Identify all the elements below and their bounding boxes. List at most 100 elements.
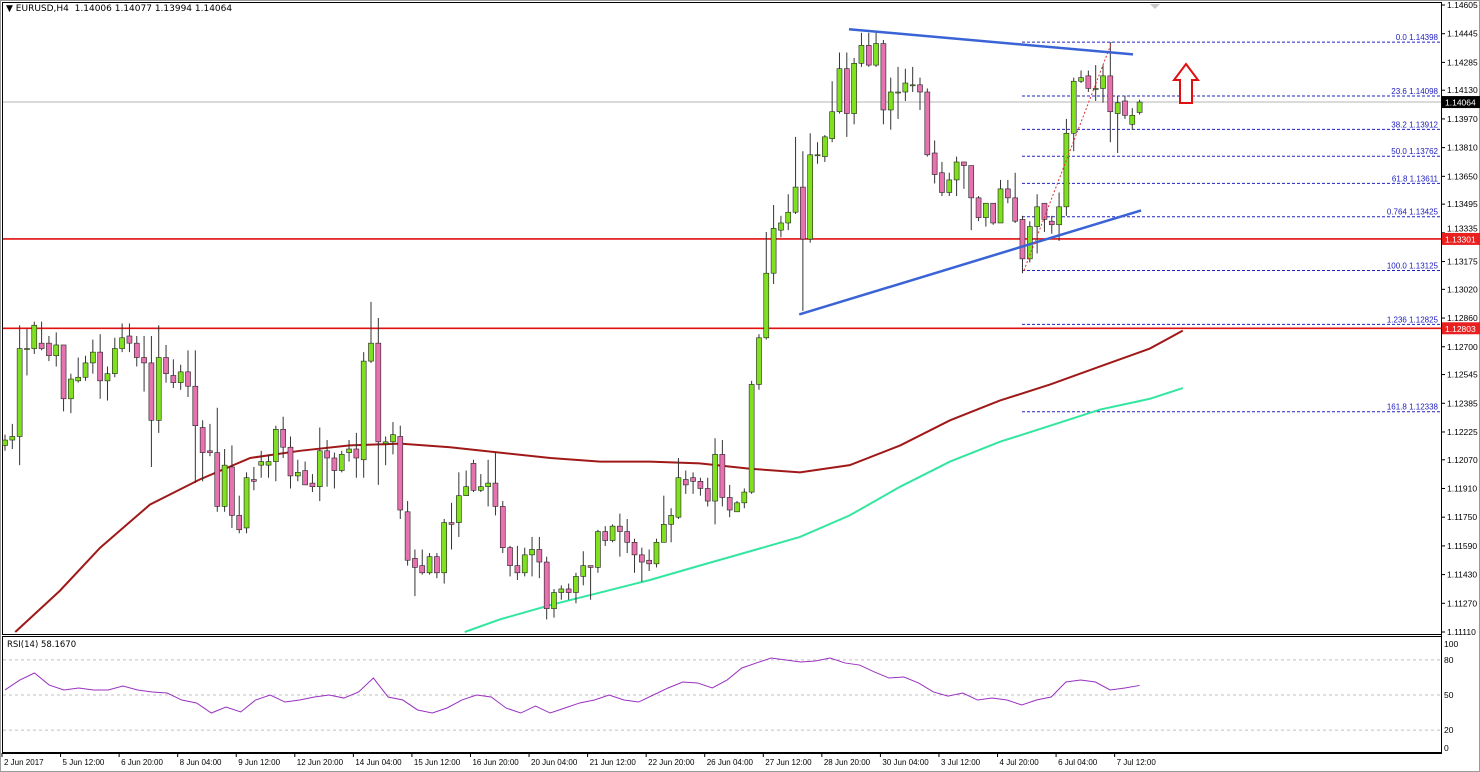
candle <box>763 231 770 340</box>
bull-candle-body <box>53 344 60 357</box>
candle <box>719 440 726 507</box>
bull-candle-body <box>68 378 74 400</box>
candle <box>785 194 792 231</box>
candle <box>675 457 682 519</box>
candle <box>946 172 953 197</box>
candle <box>24 328 30 376</box>
candle <box>968 165 975 231</box>
bear-candle-body <box>565 588 572 593</box>
candle <box>236 495 243 534</box>
candle <box>485 459 491 507</box>
candle <box>843 52 850 137</box>
candle <box>448 502 455 550</box>
candle <box>185 350 191 397</box>
price-tick-label: 1.13020 <box>1447 284 1478 294</box>
candle <box>382 436 389 466</box>
candle <box>207 423 213 457</box>
candle <box>887 77 894 130</box>
bull-candle-body <box>31 324 38 349</box>
bear-candle-body <box>1048 220 1055 226</box>
rsi-tick-label: 0 <box>1444 743 1449 753</box>
candle <box>280 416 286 458</box>
candle <box>682 470 689 494</box>
candle <box>1034 194 1040 254</box>
price-tick-label: 1.13650 <box>1447 171 1478 181</box>
candle <box>419 549 426 575</box>
bull-candle-body <box>265 461 272 466</box>
candle <box>609 524 616 543</box>
bull-candle-body <box>2 439 8 446</box>
trendline <box>798 209 1142 316</box>
bear-candle-body <box>434 556 440 574</box>
candle <box>902 68 909 101</box>
ohlc-values: 1.14006 1.14077 1.13994 1.14064 <box>74 4 233 14</box>
level-price-badge <box>1442 322 1480 335</box>
bull-candle-body <box>382 441 389 444</box>
bull-candle-body <box>1070 80 1077 134</box>
price-tick-label: 1.13810 <box>1447 143 1478 153</box>
bear-candle-body <box>697 481 704 489</box>
candle <box>895 66 901 119</box>
price-tick-label: 1.12860 <box>1447 313 1478 323</box>
bear-candle-body <box>1019 219 1026 260</box>
bear-candle-body <box>302 470 308 486</box>
candle <box>1019 215 1026 274</box>
candle <box>1070 77 1077 152</box>
candle <box>221 449 228 512</box>
bull-candle-body <box>902 82 909 93</box>
bear-candle-body <box>602 531 609 541</box>
up-arrow-outline-icon <box>1172 62 1200 104</box>
bear-candle-body <box>404 511 411 561</box>
scroll-marker-icon[interactable] <box>1150 4 1160 9</box>
price-tick-label: 1.14285 <box>1447 57 1478 67</box>
bear-candle-body <box>587 565 594 568</box>
bull-candle-body <box>653 542 660 565</box>
candle <box>456 472 462 537</box>
bull-candle-body <box>426 556 433 574</box>
bull-candle-body <box>294 472 301 477</box>
candle <box>551 588 557 618</box>
candle <box>214 407 221 512</box>
bear-candle-body <box>507 547 513 566</box>
fib-level-label: 61.8 1.13611 <box>1392 174 1439 183</box>
bear-candle-body <box>38 342 45 349</box>
bull-candle-body <box>368 342 374 362</box>
candle <box>258 450 265 478</box>
bear-candle-body <box>990 202 997 224</box>
price-tick-label: 1.12545 <box>1447 370 1478 380</box>
bull-candle-body <box>1078 77 1084 82</box>
candle <box>1048 215 1055 234</box>
candle <box>690 472 696 494</box>
candle <box>112 337 118 378</box>
candle <box>324 440 330 487</box>
bull-candle-body <box>909 84 916 87</box>
candle <box>360 352 367 478</box>
bear-candle-body <box>1122 100 1128 116</box>
bull-candle-body <box>1034 206 1040 227</box>
price-tick-label: 1.11590 <box>1447 541 1477 551</box>
fib-level-label: 0.0 1.14398 <box>1396 33 1439 42</box>
candle <box>273 425 279 482</box>
symbol-label: EURUSD,H4 <box>15 4 69 14</box>
price-axis: 1.14605 1.14445 1.14285 1.14130 1.13970 1.138… <box>1441 0 1480 637</box>
candle <box>133 335 140 367</box>
bull-candle-body <box>858 45 865 64</box>
price-tick-label: 1.14445 <box>1447 29 1478 39</box>
candle <box>734 501 740 513</box>
candle <box>331 452 338 489</box>
time-tick-label: 8 Jun 04:00 <box>180 758 222 767</box>
candle <box>726 484 733 518</box>
fib-level-label: 161.8 1.12338 <box>1387 403 1439 412</box>
triangle-down-icon[interactable]: ▼ <box>6 4 16 14</box>
level-price-badge-label: 1.12803 <box>1445 324 1476 334</box>
candle <box>1056 192 1062 241</box>
bull-candle-body <box>734 502 740 513</box>
candle <box>441 518 448 584</box>
time-tick-label: 6 Jun 20:00 <box>121 758 163 767</box>
bear-candle-body <box>726 497 733 511</box>
bull-candle-body <box>221 464 228 507</box>
bull-candle-body <box>16 348 23 437</box>
bear-candle-body <box>968 165 975 199</box>
bull-candle-body <box>997 188 1004 224</box>
